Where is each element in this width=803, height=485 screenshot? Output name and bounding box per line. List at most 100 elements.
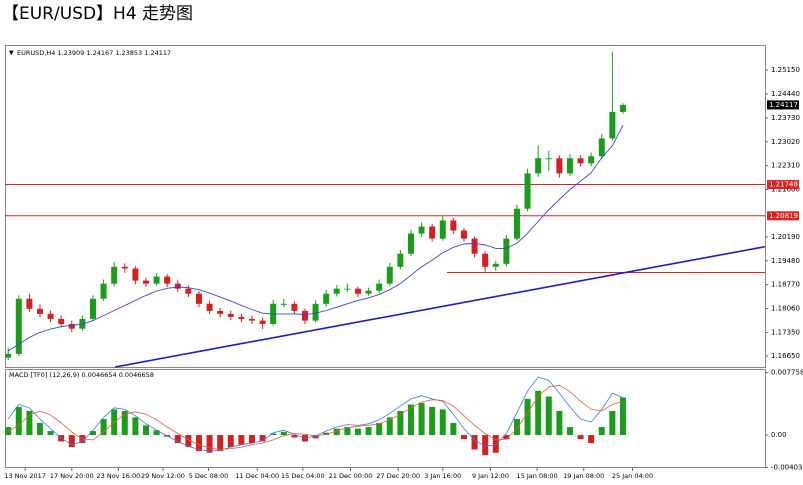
- candle-body: [164, 276, 171, 284]
- x-tick-label: 17 Nov 20:00: [50, 472, 94, 480]
- candle-body: [513, 208, 520, 239]
- candle-body: [36, 308, 43, 314]
- macd-bar: [5, 427, 12, 436]
- current-price-label: 1.24117: [769, 101, 798, 109]
- candle-body: [598, 138, 605, 157]
- candle-body: [142, 280, 149, 284]
- macd-bar: [566, 427, 573, 436]
- candle-body: [153, 276, 160, 284]
- macd-bar: [238, 435, 245, 445]
- macd-bar: [153, 430, 160, 436]
- macd-bar: [397, 410, 404, 436]
- macd-tick-label: -0.004034: [771, 463, 803, 471]
- y-tick-label: 1.19480: [771, 257, 800, 265]
- candle-body: [301, 310, 308, 321]
- y-tick-label: 1.21600: [771, 186, 800, 194]
- candle-body: [26, 298, 33, 309]
- macd-bar: [26, 410, 33, 436]
- candle-body: [121, 266, 128, 269]
- y-tick-label: 1.25150: [771, 66, 800, 74]
- candle-body: [556, 158, 563, 174]
- macd-bar: [270, 433, 277, 436]
- macd-bar: [312, 435, 319, 439]
- macd-bar: [333, 428, 340, 436]
- candle-body: [503, 238, 510, 264]
- candle-body: [227, 313, 234, 317]
- candle-body: [217, 310, 224, 314]
- candle-body: [89, 298, 96, 319]
- candle-body: [100, 283, 107, 299]
- candle-body: [429, 226, 436, 239]
- candle-body: [291, 303, 298, 311]
- y-tick-label: 1.24440: [771, 90, 800, 98]
- x-tick-label: 13 Nov 2017: [4, 472, 46, 480]
- candle-body: [312, 303, 319, 321]
- candle-body: [333, 288, 340, 294]
- candle-body: [111, 266, 118, 284]
- macd-info: MACD [TF0] (12,26,9) 0.0046654 0.0046658: [9, 371, 154, 379]
- macd-bar: [344, 427, 351, 436]
- main-frame: [5, 45, 766, 368]
- candle-body: [588, 156, 595, 164]
- candle-body: [524, 173, 531, 209]
- level-label-box: [767, 180, 799, 190]
- x-tick-label: 21 Dec 00:00: [329, 472, 373, 480]
- x-tick-label: 29 Nov 12:00: [141, 472, 185, 480]
- macd-bar: [376, 423, 383, 436]
- candle-body: [248, 318, 255, 321]
- macd-bar: [588, 435, 595, 444]
- macd-bar: [36, 423, 43, 436]
- macd-bar: [142, 425, 149, 436]
- candle-body: [545, 158, 552, 160]
- macd-bar: [280, 431, 287, 436]
- x-tick-label: 15 Jan 08:00: [517, 472, 558, 480]
- macd-bar: [365, 427, 372, 436]
- macd-bar: [460, 435, 467, 440]
- macd-bar: [217, 435, 224, 452]
- candle-body: [386, 266, 393, 284]
- level-label-box: [767, 211, 799, 221]
- x-tick-label: 9 Jan 12:00: [472, 472, 509, 480]
- candle-body: [354, 288, 361, 294]
- macd-bar: [418, 402, 425, 436]
- y-tick-label: 1.17350: [771, 328, 800, 336]
- candle-body: [418, 226, 425, 234]
- macd-bar: [47, 431, 54, 436]
- x-tick-label: 3 Jan 16:00: [424, 472, 461, 480]
- macd-bar: [598, 427, 605, 436]
- trendline: [115, 245, 766, 368]
- macd-bar: [100, 419, 107, 436]
- macd-bar: [291, 435, 298, 438]
- macd-bar: [195, 435, 202, 452]
- dropdown-icon: ▼: [9, 50, 14, 57]
- macd-bar: [132, 417, 139, 436]
- y-tick-label: 1.23730: [771, 114, 800, 122]
- candle-body: [323, 293, 330, 304]
- x-tick-label: 11 Dec 04:00: [235, 472, 279, 480]
- candle-body: [439, 220, 446, 239]
- x-tick-label: 27 Dec 20:00: [376, 472, 420, 480]
- candle-body: [376, 283, 383, 291]
- candle-body: [492, 263, 499, 267]
- y-tick-label: 1.16650: [771, 352, 800, 360]
- y-tick-label: 1.18060: [771, 305, 800, 313]
- candle-body: [174, 283, 181, 289]
- macd-bar: [89, 431, 96, 436]
- candle-body: [58, 318, 65, 324]
- candle-body: [482, 253, 489, 267]
- candle-body: [460, 230, 467, 239]
- macd-bar: [259, 435, 266, 442]
- macd-bar: [535, 390, 542, 436]
- macd-bar: [121, 410, 128, 436]
- candle-body: [185, 288, 192, 294]
- macd-bar: [609, 410, 616, 436]
- candle-body: [195, 293, 202, 304]
- macd-tick-label: 0.007758: [771, 369, 803, 377]
- macd-bar: [577, 435, 584, 440]
- candle-body: [566, 158, 573, 174]
- candle-body: [471, 238, 478, 254]
- candle-body: [15, 298, 22, 354]
- macd-bar: [513, 419, 520, 436]
- macd-bar: [524, 398, 531, 436]
